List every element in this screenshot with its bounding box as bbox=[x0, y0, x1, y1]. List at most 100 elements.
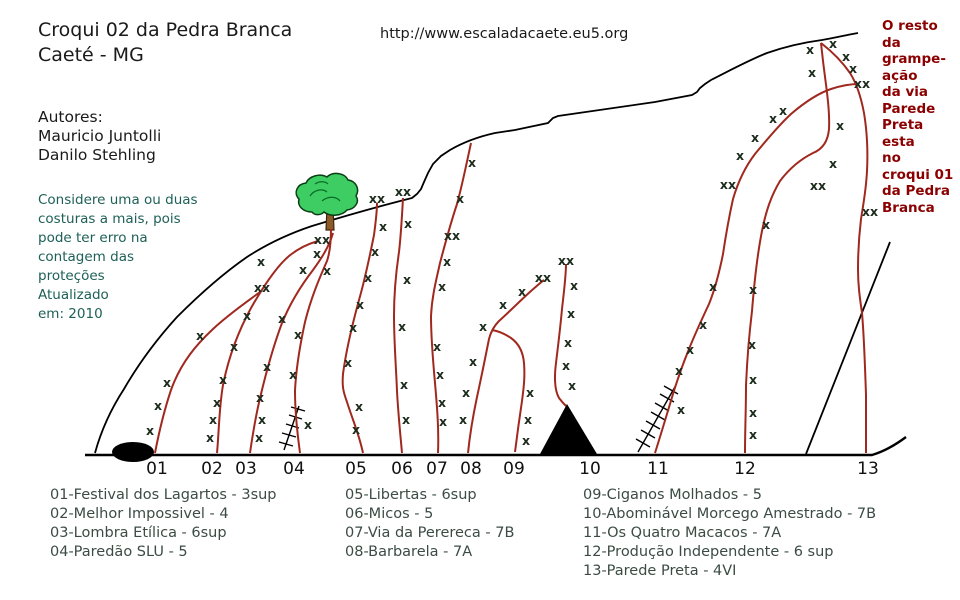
text-line: em: 2010 bbox=[38, 306, 103, 322]
anchor-mark: xx bbox=[444, 228, 460, 243]
bolt-mark: x bbox=[456, 191, 464, 206]
author-name: Danilo Stehling bbox=[38, 146, 156, 164]
bolt-mark: x bbox=[675, 363, 683, 378]
anchor-mark: xx bbox=[314, 232, 330, 247]
route-05-line bbox=[341, 202, 378, 454]
bolt-mark: x bbox=[751, 130, 759, 145]
route-02-line bbox=[216, 240, 319, 454]
crack-ladder-route04 bbox=[278, 405, 306, 451]
route-label-01: 01 bbox=[146, 459, 168, 479]
route-label-06: 06 bbox=[391, 459, 413, 479]
route-label-02: 02 bbox=[201, 459, 223, 479]
bolt-mark: x bbox=[400, 377, 408, 392]
bolt-mark: x bbox=[206, 430, 214, 445]
bolt-mark: x bbox=[568, 378, 576, 393]
authors-block: Autores: Mauricio Juntolli Danilo Stehli… bbox=[38, 108, 161, 165]
bolt-mark: x bbox=[356, 297, 364, 312]
bolt-mark: x bbox=[304, 417, 312, 432]
bolt-mark: x bbox=[749, 405, 757, 420]
rock-outline bbox=[85, 32, 907, 457]
bolt-mark: x bbox=[459, 412, 467, 427]
route-12-line bbox=[744, 42, 831, 454]
route-04-line bbox=[293, 228, 332, 454]
bolt-mark: x bbox=[462, 385, 470, 400]
bolt-mark: x bbox=[443, 254, 451, 269]
bolt-mark: x bbox=[570, 278, 578, 293]
bolt-mark: x bbox=[748, 337, 756, 352]
tree-canopy bbox=[295, 172, 359, 216]
text-line: 05-Libertas - 6sup bbox=[345, 487, 477, 503]
route-10-line bbox=[554, 263, 567, 407]
bolt-mark: x bbox=[371, 244, 379, 259]
anchor-mark: xx bbox=[395, 184, 411, 199]
bolt-mark: x bbox=[829, 36, 837, 51]
route-label-10: 10 bbox=[579, 459, 601, 479]
anchor-mark: xx bbox=[720, 177, 736, 192]
bolt-mark: x bbox=[438, 279, 446, 294]
bolt-mark: x bbox=[468, 155, 476, 170]
note-block: Considere uma ou duas costuras a mais, po… bbox=[38, 191, 198, 286]
bolt-mark: x bbox=[526, 385, 534, 400]
bolt-mark: x bbox=[749, 282, 757, 297]
text-line: 10-Abominável Morcego Amestrado - 7B bbox=[583, 506, 877, 522]
text-line: contagem das bbox=[38, 249, 134, 265]
right-ridge-line bbox=[805, 241, 891, 455]
bolt-mark: x bbox=[355, 399, 363, 414]
text-line: 07-Via da Perereca - 7B bbox=[345, 525, 515, 541]
website-url: http://www.escaladacaete.eu5.org bbox=[380, 26, 629, 42]
bolt-mark: x bbox=[256, 390, 264, 405]
text-line: ação bbox=[882, 67, 918, 84]
updated-block: Atualizado em: 2010 bbox=[38, 286, 109, 324]
text-line: 06-Micos - 5 bbox=[345, 506, 434, 522]
legend-col-2: 05-Libertas - 6sup 06-Micos - 5 07-Via da … bbox=[345, 486, 514, 562]
bolt-mark: x bbox=[404, 216, 412, 231]
text-line: no bbox=[882, 150, 901, 166]
bolt-mark: x bbox=[806, 42, 814, 57]
text-line: proteções bbox=[38, 268, 105, 284]
anchor-mark: xx bbox=[862, 204, 878, 219]
author-name: Mauricio Juntolli bbox=[38, 127, 162, 145]
route-label-12: 12 bbox=[734, 459, 756, 479]
bolt-mark: x bbox=[709, 279, 717, 294]
route-label-11: 11 bbox=[647, 459, 669, 479]
text-line: 02-Melhor Impossivel - 4 bbox=[50, 506, 229, 522]
page-title: Croqui 02 da Pedra Branca Caeté - MG bbox=[38, 18, 292, 68]
boulder-shape bbox=[112, 442, 154, 462]
text-line: 04-Paredão SLU - 5 bbox=[50, 544, 188, 560]
bolt-mark: x bbox=[842, 49, 850, 64]
bolt-mark: x bbox=[499, 297, 507, 312]
bolt-mark: x bbox=[289, 367, 297, 382]
bolt-mark: x bbox=[196, 328, 204, 343]
route-07-line bbox=[429, 142, 472, 454]
bolt-mark: x bbox=[524, 412, 532, 427]
bolt-mark: x bbox=[154, 398, 162, 413]
bolt-mark: x bbox=[299, 262, 307, 277]
bolt-mark: x bbox=[323, 263, 331, 278]
text-line: da bbox=[882, 34, 901, 51]
text-line: Considere uma ou duas bbox=[38, 192, 198, 208]
text-line: 09-Ciganos Molhados - 5 bbox=[583, 487, 762, 503]
bolt-mark: x bbox=[379, 219, 387, 234]
text-line: Parede bbox=[882, 100, 936, 117]
route-08-line bbox=[467, 279, 545, 454]
routes bbox=[154, 42, 869, 454]
text-line: 01-Festival dos Lagartos - 3sup bbox=[50, 487, 277, 503]
bolt-mark: x bbox=[146, 423, 154, 438]
bolt-mark: x bbox=[163, 375, 171, 390]
bolt-mark: x bbox=[263, 359, 271, 374]
text-line: da via bbox=[882, 84, 929, 100]
anchor-mark: xx bbox=[854, 76, 870, 91]
side-note: O resto da grampe-ação da via Parede Preta est… bbox=[882, 18, 960, 216]
text-line: 13-Parede Preta - 4VI bbox=[583, 563, 737, 579]
bolt-mark: x bbox=[219, 372, 227, 387]
bolt-mark: x bbox=[255, 430, 263, 445]
bolt-mark: x bbox=[439, 414, 447, 429]
bolt-mark: x bbox=[436, 367, 444, 382]
text-line: 12-Produção Independente - 6 sup bbox=[583, 544, 834, 560]
legend-col-1: 01-Festival dos Lagartos - 3sup 02-Melhor… bbox=[50, 486, 277, 562]
bolt-mark: x bbox=[686, 342, 694, 357]
route-01-line bbox=[154, 291, 261, 454]
bolt-mark: x bbox=[736, 148, 744, 163]
